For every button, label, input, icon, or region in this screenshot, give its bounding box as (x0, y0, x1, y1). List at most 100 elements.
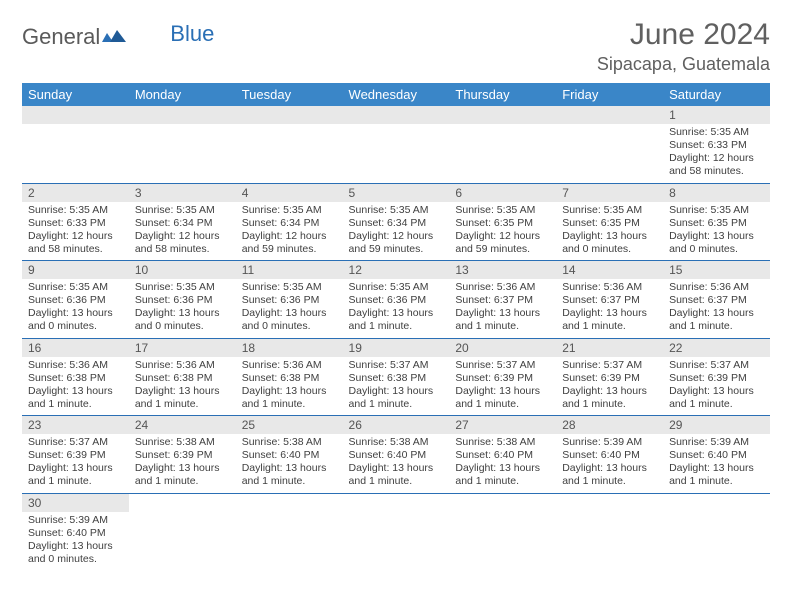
day-cell: 30Sunrise: 5:39 AMSunset: 6:40 PMDayligh… (22, 493, 129, 570)
day-number: 14 (556, 261, 663, 279)
daylight-text: Daylight: 13 hours and 1 minute. (242, 462, 337, 488)
sunrise-text: Sunrise: 5:38 AM (455, 436, 550, 449)
sunrise-text: Sunrise: 5:37 AM (349, 359, 444, 372)
daylight-text: Daylight: 13 hours and 0 minutes. (135, 307, 230, 333)
day-body-empty (663, 512, 770, 518)
sunset-text: Sunset: 6:34 PM (242, 217, 337, 230)
day-body: Sunrise: 5:35 AMSunset: 6:36 PMDaylight:… (22, 279, 129, 338)
sunset-text: Sunset: 6:33 PM (669, 139, 764, 152)
day-number-empty (449, 494, 556, 512)
week-row: 30Sunrise: 5:39 AMSunset: 6:40 PMDayligh… (22, 493, 770, 570)
day-body: Sunrise: 5:35 AMSunset: 6:34 PMDaylight:… (129, 202, 236, 261)
weekday-header: Tuesday (236, 83, 343, 106)
sunset-text: Sunset: 6:33 PM (28, 217, 123, 230)
daylight-text: Daylight: 13 hours and 1 minute. (28, 462, 123, 488)
day-number: 3 (129, 184, 236, 202)
day-body: Sunrise: 5:35 AMSunset: 6:35 PMDaylight:… (556, 202, 663, 261)
day-number: 22 (663, 339, 770, 357)
daylight-text: Daylight: 13 hours and 0 minutes. (562, 230, 657, 256)
day-number: 4 (236, 184, 343, 202)
day-number: 16 (22, 339, 129, 357)
sunrise-text: Sunrise: 5:36 AM (242, 359, 337, 372)
day-cell: 20Sunrise: 5:37 AMSunset: 6:39 PMDayligh… (449, 338, 556, 416)
day-body: Sunrise: 5:36 AMSunset: 6:37 PMDaylight:… (556, 279, 663, 338)
sunset-text: Sunset: 6:35 PM (455, 217, 550, 230)
sunset-text: Sunset: 6:40 PM (349, 449, 444, 462)
sunset-text: Sunset: 6:35 PM (562, 217, 657, 230)
daylight-text: Daylight: 13 hours and 1 minute. (349, 385, 444, 411)
sunset-text: Sunset: 6:36 PM (28, 294, 123, 307)
day-body-empty (236, 512, 343, 518)
sunset-text: Sunset: 6:34 PM (135, 217, 230, 230)
day-cell (236, 493, 343, 570)
day-body: Sunrise: 5:36 AMSunset: 6:37 PMDaylight:… (663, 279, 770, 338)
day-number: 2 (22, 184, 129, 202)
day-body: Sunrise: 5:38 AMSunset: 6:40 PMDaylight:… (343, 434, 450, 493)
day-body-empty (22, 124, 129, 130)
day-cell (22, 106, 129, 183)
sunset-text: Sunset: 6:38 PM (349, 372, 444, 385)
sunrise-text: Sunrise: 5:35 AM (349, 204, 444, 217)
day-number: 9 (22, 261, 129, 279)
logo: General Blue (22, 24, 214, 50)
sunset-text: Sunset: 6:38 PM (242, 372, 337, 385)
sunrise-text: Sunrise: 5:35 AM (28, 204, 123, 217)
day-cell: 28Sunrise: 5:39 AMSunset: 6:40 PMDayligh… (556, 416, 663, 494)
day-cell (449, 106, 556, 183)
sunset-text: Sunset: 6:34 PM (349, 217, 444, 230)
day-cell (343, 493, 450, 570)
sunrise-text: Sunrise: 5:35 AM (242, 281, 337, 294)
day-number: 21 (556, 339, 663, 357)
title-block: June 2024 Sipacapa, Guatemala (597, 18, 770, 75)
day-cell: 18Sunrise: 5:36 AMSunset: 6:38 PMDayligh… (236, 338, 343, 416)
daylight-text: Daylight: 12 hours and 59 minutes. (349, 230, 444, 256)
sunrise-text: Sunrise: 5:37 AM (669, 359, 764, 372)
day-body: Sunrise: 5:35 AMSunset: 6:35 PMDaylight:… (663, 202, 770, 261)
sunrise-text: Sunrise: 5:36 AM (455, 281, 550, 294)
day-body: Sunrise: 5:37 AMSunset: 6:39 PMDaylight:… (556, 357, 663, 416)
sunset-text: Sunset: 6:40 PM (562, 449, 657, 462)
sunset-text: Sunset: 6:40 PM (455, 449, 550, 462)
calendar-body: 1Sunrise: 5:35 AMSunset: 6:33 PMDaylight… (22, 106, 770, 570)
day-cell: 14Sunrise: 5:36 AMSunset: 6:37 PMDayligh… (556, 261, 663, 339)
day-cell (236, 106, 343, 183)
day-number: 26 (343, 416, 450, 434)
day-body: Sunrise: 5:38 AMSunset: 6:39 PMDaylight:… (129, 434, 236, 493)
day-number: 23 (22, 416, 129, 434)
daylight-text: Daylight: 13 hours and 1 minute. (669, 462, 764, 488)
day-body-empty (129, 124, 236, 130)
day-body: Sunrise: 5:39 AMSunset: 6:40 PMDaylight:… (22, 512, 129, 571)
day-cell: 10Sunrise: 5:35 AMSunset: 6:36 PMDayligh… (129, 261, 236, 339)
sunrise-text: Sunrise: 5:38 AM (349, 436, 444, 449)
day-number: 5 (343, 184, 450, 202)
week-row: 23Sunrise: 5:37 AMSunset: 6:39 PMDayligh… (22, 416, 770, 494)
day-number: 6 (449, 184, 556, 202)
sunset-text: Sunset: 6:38 PM (135, 372, 230, 385)
weekday-header-row: Sunday Monday Tuesday Wednesday Thursday… (22, 83, 770, 106)
day-cell: 7Sunrise: 5:35 AMSunset: 6:35 PMDaylight… (556, 183, 663, 261)
daylight-text: Daylight: 13 hours and 1 minute. (669, 307, 764, 333)
sunset-text: Sunset: 6:37 PM (455, 294, 550, 307)
sunset-text: Sunset: 6:39 PM (28, 449, 123, 462)
day-body: Sunrise: 5:37 AMSunset: 6:39 PMDaylight:… (663, 357, 770, 416)
daylight-text: Daylight: 13 hours and 1 minute. (242, 385, 337, 411)
day-number: 20 (449, 339, 556, 357)
sunrise-text: Sunrise: 5:35 AM (455, 204, 550, 217)
day-body: Sunrise: 5:35 AMSunset: 6:36 PMDaylight:… (343, 279, 450, 338)
day-number: 1 (663, 106, 770, 124)
day-number: 11 (236, 261, 343, 279)
day-body-empty (556, 124, 663, 130)
sunrise-text: Sunrise: 5:35 AM (562, 204, 657, 217)
daylight-text: Daylight: 13 hours and 1 minute. (349, 307, 444, 333)
weekday-header: Thursday (449, 83, 556, 106)
day-body: Sunrise: 5:36 AMSunset: 6:38 PMDaylight:… (236, 357, 343, 416)
daylight-text: Daylight: 12 hours and 58 minutes. (28, 230, 123, 256)
sunrise-text: Sunrise: 5:37 AM (455, 359, 550, 372)
week-row: 2Sunrise: 5:35 AMSunset: 6:33 PMDaylight… (22, 183, 770, 261)
day-body: Sunrise: 5:36 AMSunset: 6:37 PMDaylight:… (449, 279, 556, 338)
day-body-empty (343, 512, 450, 518)
day-cell (449, 493, 556, 570)
day-cell (556, 106, 663, 183)
day-number: 12 (343, 261, 450, 279)
week-row: 9Sunrise: 5:35 AMSunset: 6:36 PMDaylight… (22, 261, 770, 339)
